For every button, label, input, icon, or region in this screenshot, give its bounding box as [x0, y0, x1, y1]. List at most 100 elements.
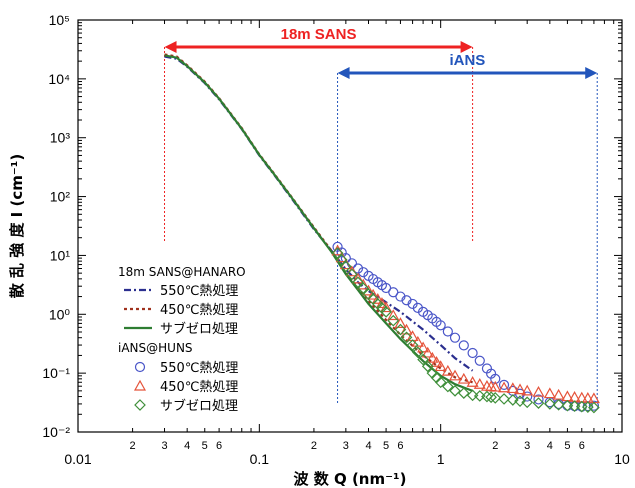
data-point-diamond: [532, 397, 545, 409]
data-point-diamond: [568, 400, 581, 412]
data-point-circle: [449, 332, 461, 343]
legend-item-label: 550℃熱処理: [160, 361, 238, 376]
data-point-diamond: [521, 396, 534, 409]
range-label: 18m SANS: [281, 26, 357, 43]
x-minor-tick-label: 5: [383, 440, 389, 452]
legend-item: サブゼロ処理: [134, 398, 238, 414]
data-point-diamond: [421, 360, 434, 373]
data-point-triangle: [506, 382, 519, 394]
x-tick-label: 1: [437, 451, 445, 467]
data-point-diamond: [588, 401, 600, 414]
x-minor-tick-label: 6: [579, 440, 585, 452]
data-point-circle: [358, 267, 369, 278]
legend-item: 450℃熱処理: [133, 379, 238, 395]
x-minor-tick-label: 3: [343, 440, 349, 452]
data-point-diamond: [506, 394, 519, 406]
x-minor-tick-label: 6: [216, 440, 222, 452]
data-point-circle: [340, 253, 351, 264]
legend-group2-title: iANS@HUNS: [118, 341, 193, 355]
series-diamond: [331, 247, 600, 414]
data-point-circle: [395, 291, 406, 302]
data-point-circle: [435, 320, 446, 331]
data-point-triangle: [411, 335, 424, 347]
y-tick-label: 10¹: [50, 247, 71, 263]
legend-item: サブゼロ処理: [124, 321, 238, 337]
data-point-triangle: [473, 377, 486, 389]
x-minor-tick-label: 4: [365, 440, 371, 452]
legend-item-label: 450℃熱処理: [160, 303, 238, 318]
x-minor-tick-label: 4: [184, 440, 190, 452]
x-minor-tick-label: 2: [130, 440, 136, 452]
data-point-diamond: [498, 393, 510, 405]
data-point-diamond: [394, 323, 407, 336]
data-point-diamond: [352, 276, 364, 289]
data-point-diamond: [357, 282, 370, 295]
data-point-diamond: [411, 346, 424, 359]
data-point-triangle: [394, 317, 407, 329]
data-point-triangle: [513, 383, 527, 395]
x-tick-label: 0.1: [250, 451, 270, 467]
data-point-circle: [474, 355, 485, 366]
data-point-circle: [134, 361, 146, 373]
range-arrow-head-right: [585, 67, 598, 79]
y-tick-label: 10³: [50, 130, 71, 146]
y-tick-label: 10⁰: [49, 306, 71, 322]
data-point-diamond: [331, 247, 344, 259]
legend: 18m SANS@HANARO iANS@HUNS 550℃熱処理 450℃熱処理…: [118, 265, 246, 414]
legend-item-label: 450℃熱処理: [160, 380, 238, 395]
legend-item-label: 550℃熱処理: [160, 284, 238, 299]
range-arrow-head-left: [337, 67, 350, 79]
data-point-circle: [401, 295, 412, 306]
data-point-circle: [458, 340, 469, 351]
data-point-diamond: [457, 387, 470, 399]
data-point-diamond: [134, 399, 146, 411]
data-point-circle: [467, 347, 478, 359]
data-point-diamond: [552, 398, 565, 411]
data-point-diamond: [406, 339, 419, 351]
x-minor-tick-label: 6: [397, 440, 403, 452]
range-label: iANS: [449, 52, 485, 69]
data-point-diamond: [335, 253, 348, 266]
data-point-diamond: [400, 331, 413, 344]
data-point-circle: [442, 326, 453, 337]
y-tick-label: 10⁵: [49, 12, 70, 28]
data-point-triangle: [543, 387, 556, 399]
x-minor-tick-label: 4: [547, 440, 553, 452]
data-point-diamond: [417, 353, 429, 366]
data-point-triangle: [367, 288, 380, 300]
x-axis-label: 波 数 Q (nm⁻¹): [294, 470, 407, 488]
data-point-circle: [588, 400, 600, 411]
y-tick-label: 10⁴: [48, 71, 70, 87]
data-point-diamond: [340, 260, 352, 273]
range-arrow-head-right: [460, 41, 473, 53]
legend-item-label: サブゼロ処理: [160, 321, 238, 337]
data-point-triangle: [532, 385, 545, 397]
data-point-diamond: [473, 390, 486, 402]
data-point-triangle: [434, 360, 447, 372]
series-line-solid: [164, 54, 473, 392]
data-point-diamond: [543, 398, 556, 410]
data-point-diamond: [441, 380, 454, 393]
x-minor-tick-label: 3: [161, 440, 167, 452]
x-minor-tick-label: 2: [492, 440, 498, 452]
data-point-triangle: [351, 272, 365, 284]
data-point-diamond: [466, 389, 479, 402]
data-point-triangle: [466, 376, 479, 387]
data-point-triangle: [430, 356, 443, 367]
data-point-diamond: [514, 395, 526, 407]
legend-item: 450℃熱処理: [124, 303, 238, 318]
data-point-diamond: [561, 399, 574, 412]
data-point-triangle: [375, 297, 388, 309]
data-point-triangle: [498, 381, 511, 393]
data-point-circle: [498, 379, 510, 390]
data-point-triangle: [457, 372, 470, 384]
data-point-diamond: [485, 391, 497, 404]
legend-item: 550℃熱処理: [134, 361, 238, 376]
legend-item-label: サブゼロ処理: [160, 398, 238, 414]
data-point-triangle: [421, 346, 434, 358]
legend-item: 550℃熱処理: [124, 284, 238, 299]
data-point-circle: [490, 373, 501, 384]
x-minor-tick-label: 3: [524, 440, 530, 452]
data-point-triangle: [441, 364, 454, 376]
